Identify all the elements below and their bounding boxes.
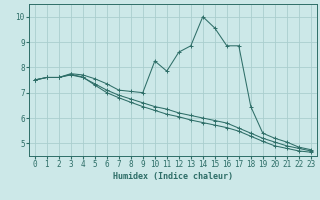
X-axis label: Humidex (Indice chaleur): Humidex (Indice chaleur) (113, 172, 233, 181)
